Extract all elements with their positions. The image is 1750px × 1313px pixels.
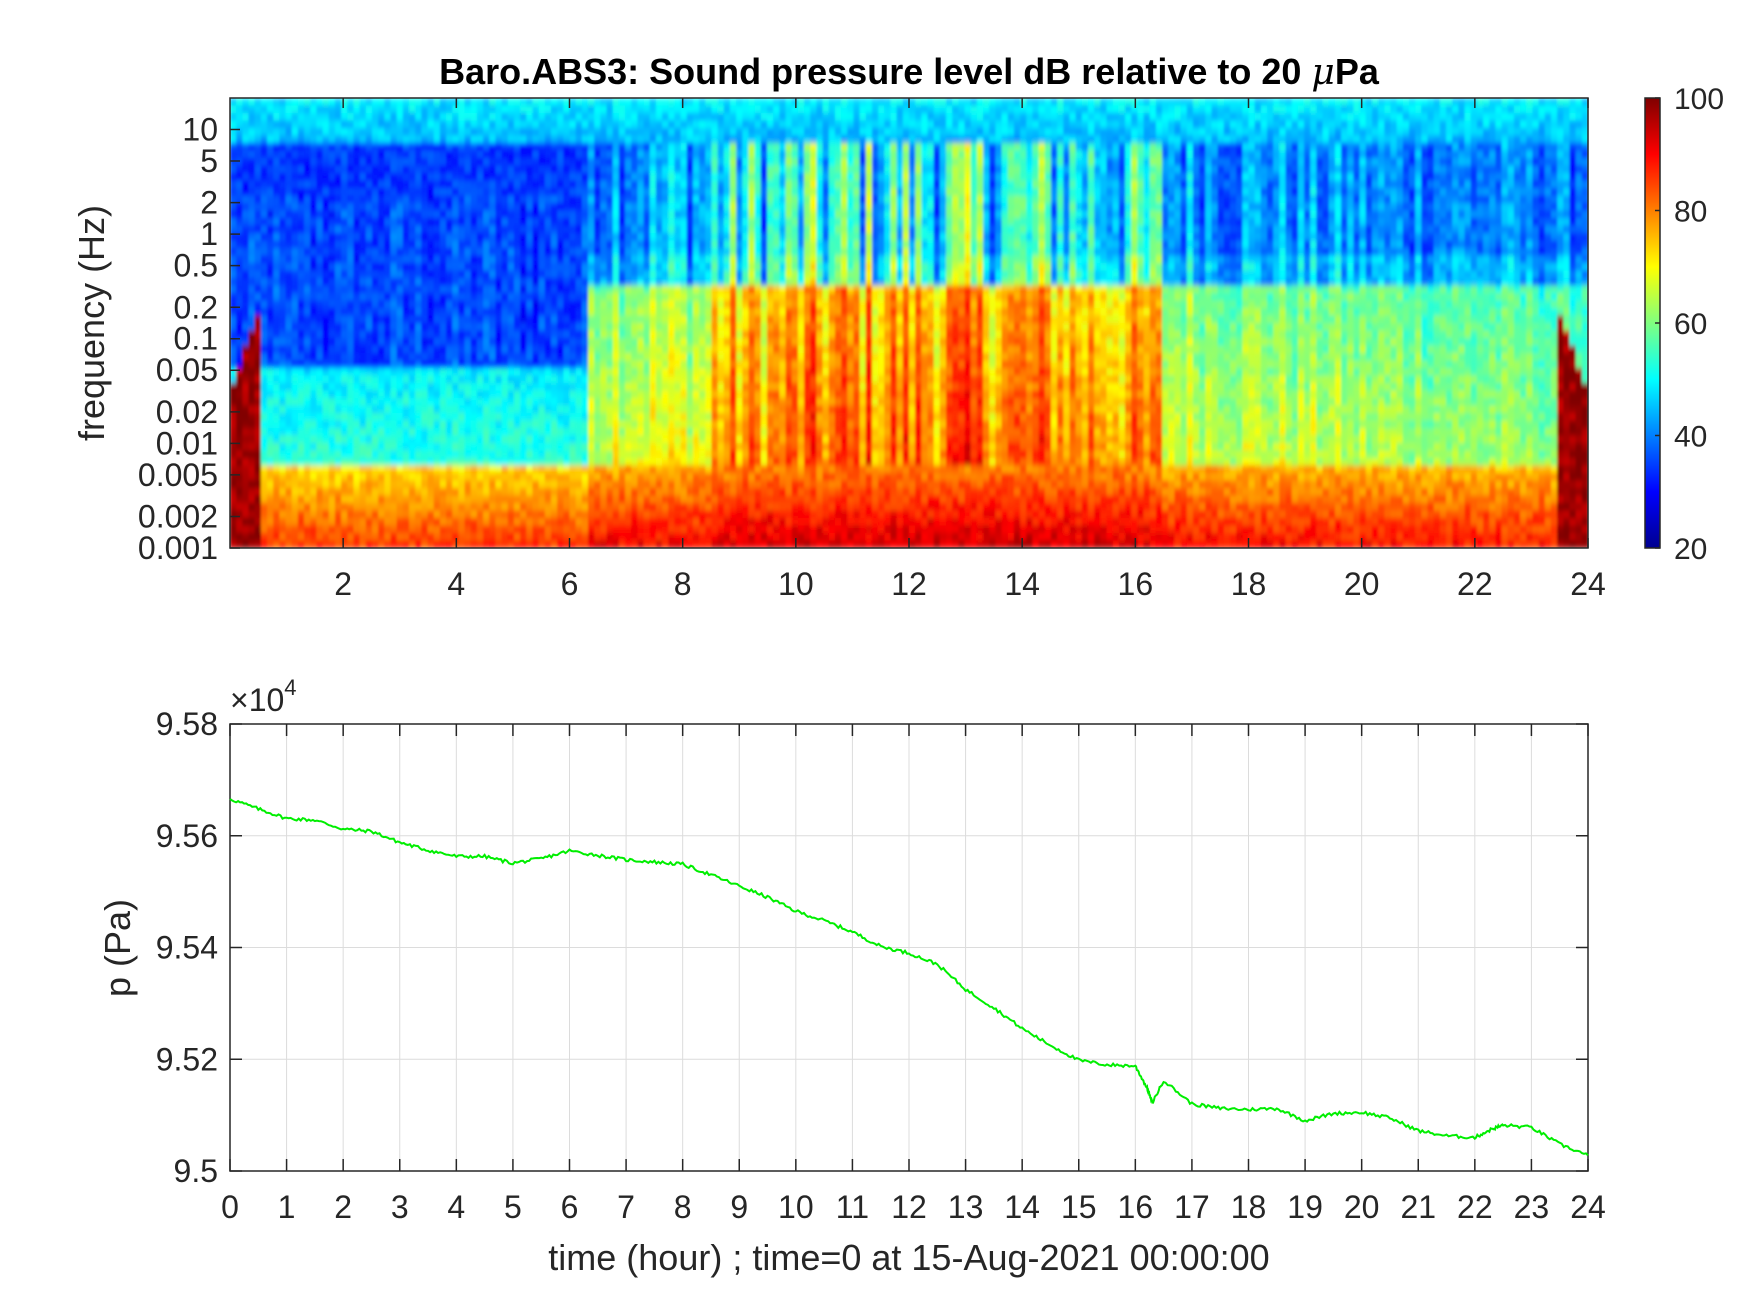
spectrogram-x-tick-label: 6 (561, 566, 579, 602)
pressure-x-tick-label: 8 (674, 1189, 692, 1225)
pressure-x-tick-label: 21 (1400, 1189, 1436, 1225)
pressure-y-label: p (Pa) (97, 899, 138, 997)
pressure-x-tick-label: 6 (561, 1189, 579, 1225)
colorbar-tick-label: 100 (1674, 83, 1724, 116)
pressure-x-tick-label: 24 (1570, 1189, 1606, 1225)
spectrogram-x-tick-label: 16 (1118, 566, 1154, 602)
colorbar-tick-label: 40 (1674, 421, 1707, 454)
spectrogram-x-tick-label: 4 (447, 566, 465, 602)
spectrogram-x-tick-label: 14 (1004, 566, 1040, 602)
pressure-x-tick-label: 3 (391, 1189, 409, 1225)
pressure-x-tick-label: 17 (1174, 1189, 1210, 1225)
pressure-x-tick-label: 4 (447, 1189, 465, 1225)
spectrogram-x-tick-label: 20 (1344, 566, 1380, 602)
pressure-y-tick-label: 9.58 (156, 706, 218, 742)
colorbar-tick-label: 60 (1674, 308, 1707, 341)
pressure-series-line (229, 798, 1589, 1157)
pressure-x-tick-label: 18 (1231, 1189, 1267, 1225)
spectrogram-x-tick-label: 22 (1457, 566, 1493, 602)
spectrogram-y-tick-label: 10 (182, 111, 218, 147)
pressure-y-tick-label: 9.54 (156, 930, 218, 966)
pressure-x-tick-label: 12 (891, 1189, 927, 1225)
spectrogram-y-tick-label: 0.5 (174, 248, 218, 284)
spectrogram-y-tick-label: 2 (200, 185, 218, 221)
pressure-x-tick-label: 23 (1514, 1189, 1550, 1225)
pressure-x-tick-label: 0 (221, 1189, 239, 1225)
spectrogram-title: Baro.ABS3: Sound pressure level dB relat… (439, 51, 1380, 93)
pressure-x-tick-label: 9 (730, 1189, 748, 1225)
colorbar-tick-label: 20 (1674, 533, 1707, 566)
pressure-x-tick-label: 13 (948, 1189, 984, 1225)
spectrogram-y-tick-label: 0.02 (156, 394, 218, 430)
pressure-x-tick-label: 14 (1004, 1189, 1040, 1225)
spectrogram-x-tick-label: 8 (674, 566, 692, 602)
pressure-x-tick-label: 15 (1061, 1189, 1097, 1225)
spectrogram-x-tick-label: 10 (778, 566, 814, 602)
pressure-x-tick-label: 5 (504, 1189, 522, 1225)
spectrogram-x-tick-label: 18 (1231, 566, 1267, 602)
spectrogram-y-label: frequency (Hz) (71, 205, 112, 441)
pressure-x-tick-label: 20 (1344, 1189, 1380, 1225)
spectrogram-y-tick-label: 0.005 (138, 457, 218, 493)
pressure-x-tick-label: 7 (617, 1189, 635, 1225)
spectrogram-y-tick-label: 5 (200, 143, 218, 179)
spectrogram-y-tick-label: 0.002 (138, 499, 218, 535)
spectrogram-x-tick-label: 12 (891, 566, 927, 602)
spectrogram-x-tick-label: 2 (334, 566, 352, 602)
spectrogram-y-tick-label: 0.05 (156, 352, 218, 388)
spectrogram-y-tick-label: 0.001 (138, 530, 218, 566)
y-exponent-label: ×104 (230, 675, 297, 718)
pressure-x-tick-label: 22 (1457, 1189, 1493, 1225)
pressure-x-tick-label: 10 (778, 1189, 814, 1225)
pressure-y-tick-label: 9.56 (156, 818, 218, 854)
pressure-x-tick-label: 2 (334, 1189, 352, 1225)
spectrogram-y-tick-label: 0.1 (174, 321, 218, 357)
spectrogram-y-tick-label: 0.01 (156, 425, 218, 461)
pressure-y-tick-label: 9.5 (174, 1153, 218, 1189)
pressure-x-label: time (hour) ; time=0 at 15-Aug-2021 00:0… (548, 1237, 1269, 1278)
spectrogram-x-tick-label: 24 (1570, 566, 1606, 602)
colorbar-tick-label: 80 (1674, 196, 1707, 229)
pressure-y-tick-label: 9.52 (156, 1041, 218, 1077)
pressure-x-tick-label: 1 (278, 1189, 296, 1225)
spectrogram-y-tick-label: 0.2 (174, 289, 218, 325)
spectrogram-y-tick-label: 1 (200, 216, 218, 252)
pressure-x-tick-label: 19 (1287, 1189, 1323, 1225)
pressure-x-tick-label: 11 (836, 1189, 869, 1225)
spectrogram-plot-area (230, 98, 1588, 548)
pressure-x-tick-label: 16 (1118, 1189, 1154, 1225)
